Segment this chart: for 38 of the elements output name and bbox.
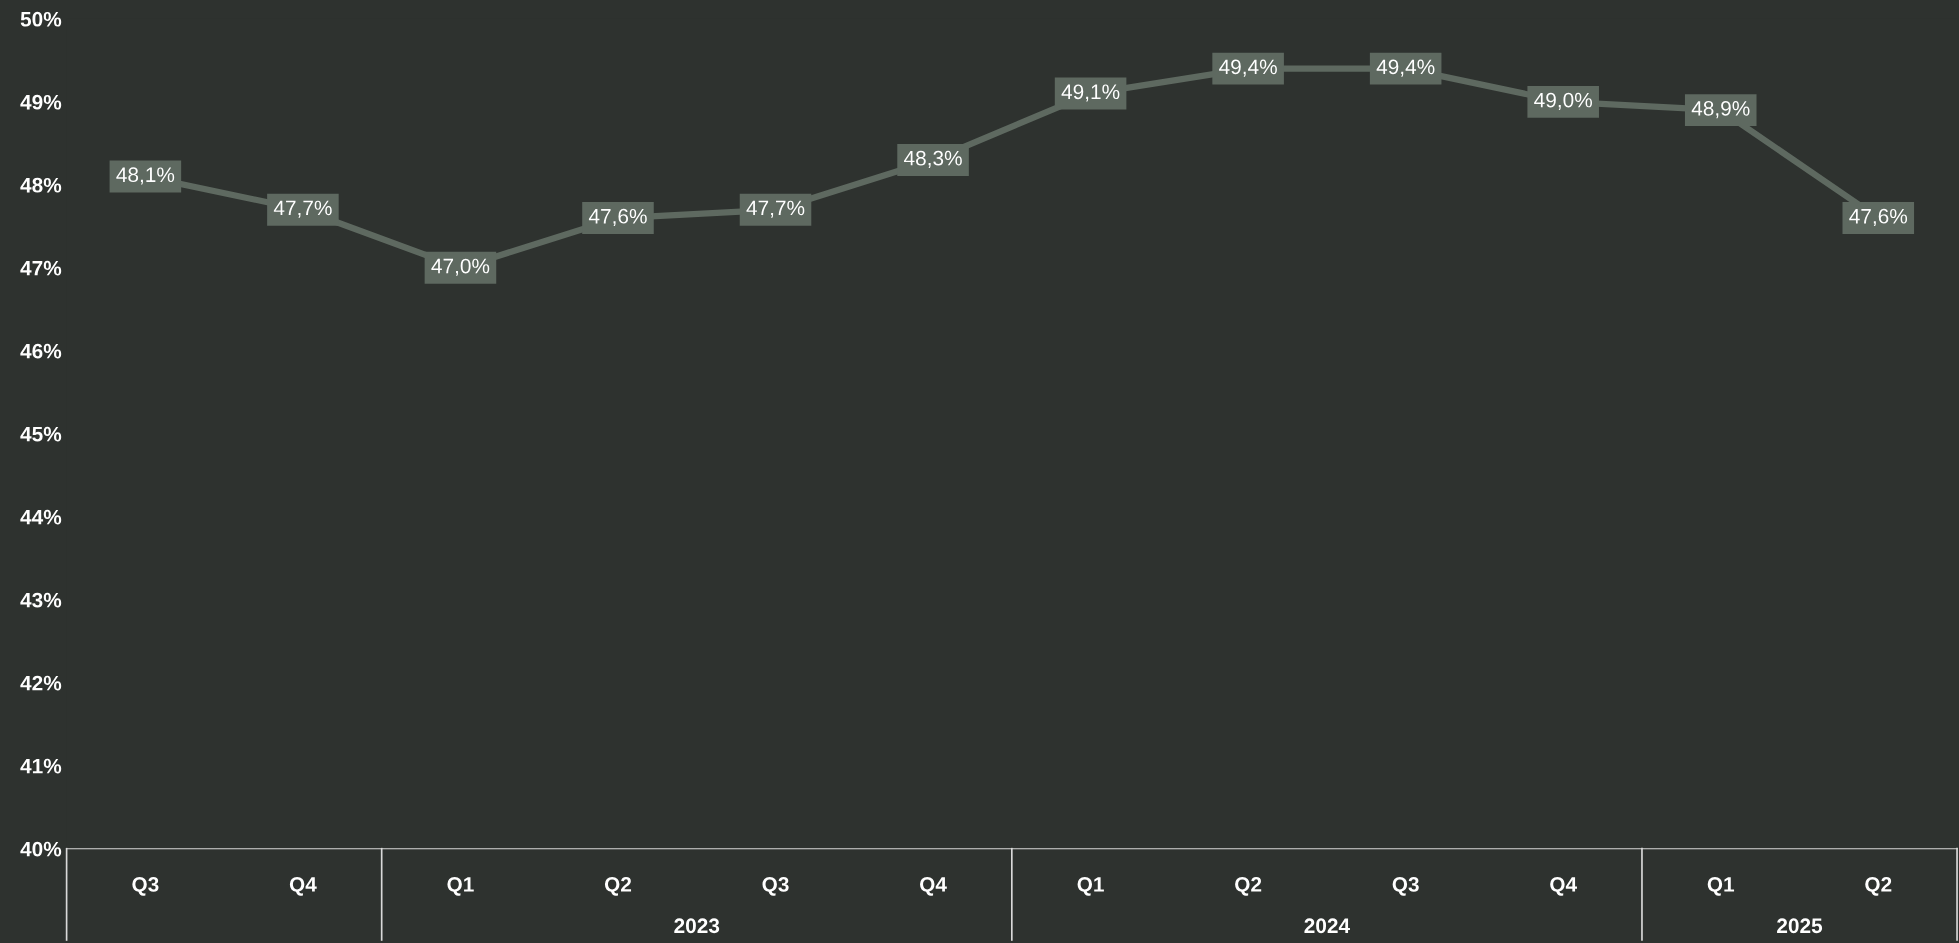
x-tick-label: Q2	[1865, 877, 1892, 896]
data-label: 49,1%	[1061, 84, 1120, 102]
x-tick-label: Q3	[762, 877, 789, 896]
y-tick-label: 48%	[20, 177, 62, 193]
y-tick-label: 44%	[20, 509, 62, 525]
x-tick-label: Q3	[132, 877, 159, 896]
y-tick-label: 40%	[20, 841, 62, 857]
y-tick-label: 46%	[20, 343, 62, 359]
x-tick-label: Q4	[289, 877, 317, 896]
y-tick-label: 50%	[20, 11, 62, 27]
y-tick-label: 49%	[20, 94, 62, 110]
data-label: 47,7%	[746, 200, 805, 218]
data-label: 47,0%	[431, 258, 490, 276]
x-tick-label: Q3	[1392, 877, 1419, 896]
y-tick-label: 41%	[20, 758, 62, 774]
y-tick-label: 42%	[20, 675, 62, 691]
x-tick-label: Q2	[1235, 877, 1262, 896]
data-label: 49,4%	[1376, 59, 1435, 77]
x-tick-label: Q1	[1077, 877, 1104, 896]
x-tick-label: Q2	[604, 877, 632, 896]
y-tick-label: 45%	[20, 426, 62, 442]
data-label: 49,4%	[1219, 59, 1277, 77]
text: 2025	[1777, 918, 1823, 934]
data-label: 48,9%	[1691, 100, 1750, 119]
text: 2023	[674, 918, 720, 934]
data-label: 47,7%	[273, 200, 332, 218]
data-label: 48,3%	[904, 150, 962, 168]
y-tick-label: 47%	[20, 260, 62, 276]
data-label: 48,1%	[116, 167, 175, 185]
data-label: 47,6%	[1849, 208, 1908, 227]
data-label: 49,0%	[1534, 92, 1592, 110]
text: 2024	[1304, 918, 1350, 934]
x-tick-label: Q4	[1550, 877, 1577, 896]
x-tick-label: Q4	[920, 877, 947, 896]
data-label: 47,6%	[588, 208, 647, 227]
x-tick-label: Q1	[1707, 877, 1735, 896]
y-tick-label: 43%	[20, 592, 62, 608]
x-tick-label: Q1	[447, 877, 474, 896]
